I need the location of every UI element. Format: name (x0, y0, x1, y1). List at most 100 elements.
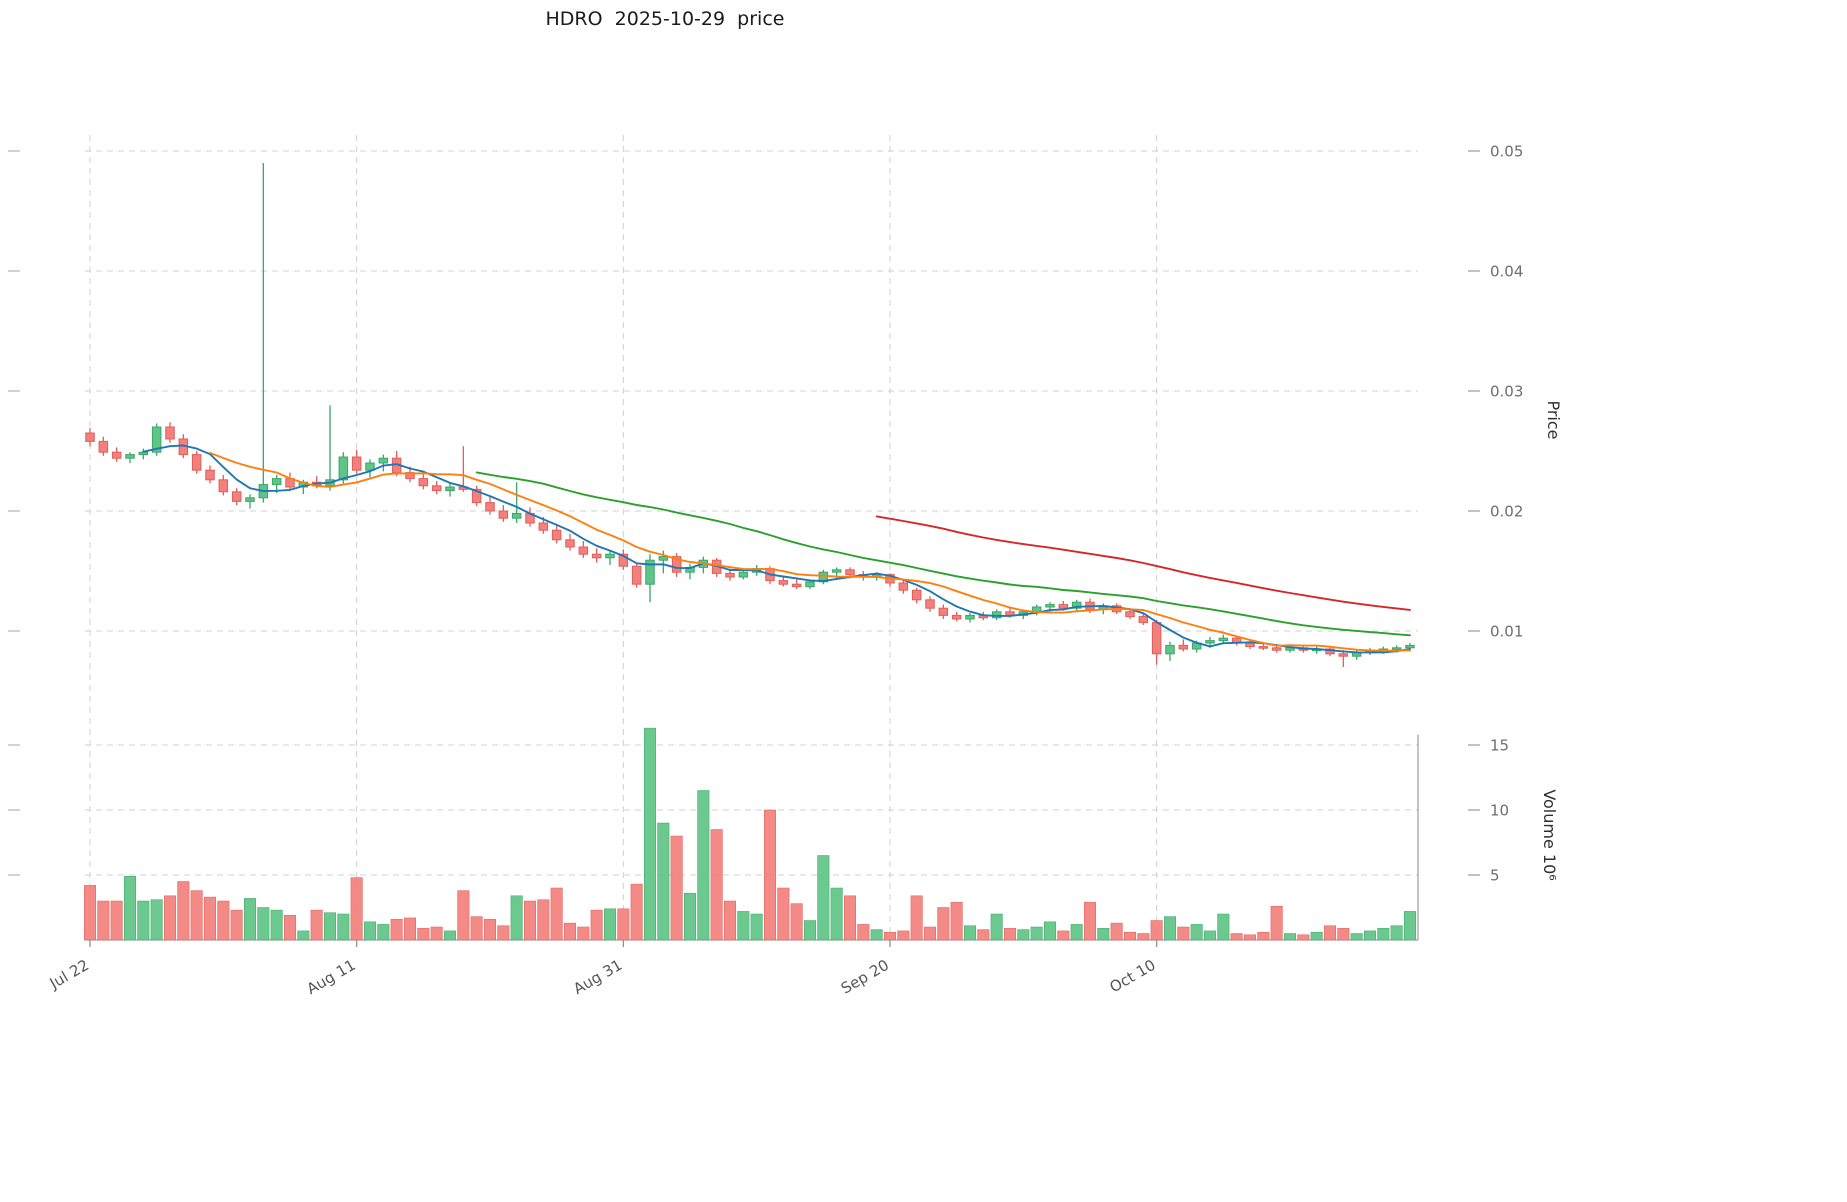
volume-bar (910, 895, 923, 941)
candle (498, 505, 509, 522)
candle (1138, 614, 1149, 625)
candle (671, 553, 682, 577)
volume-bar (310, 909, 323, 941)
volume-bar (1163, 916, 1176, 941)
candle (471, 485, 482, 507)
x-tick-label: Aug 31 (570, 956, 625, 998)
volume-bar (830, 887, 843, 941)
ma-longest-line (875, 515, 1411, 611)
volume-bar (163, 895, 176, 941)
candle (165, 422, 175, 443)
volume-bar (1243, 934, 1256, 941)
volume-bar (430, 926, 443, 941)
candle (645, 554, 655, 603)
volume-bar (590, 909, 603, 941)
candle (778, 575, 789, 587)
price-tick-label: 0.02 (1490, 502, 1523, 520)
volume-bar (377, 924, 390, 941)
volume-bar (1337, 928, 1350, 941)
volume-bar (457, 890, 470, 941)
volume-bar (1297, 934, 1310, 941)
ma-mid-line (209, 451, 1411, 652)
candle (1071, 599, 1082, 612)
candle (951, 611, 962, 622)
volume-bar (937, 907, 950, 941)
volume-bar (297, 930, 310, 941)
candle (245, 494, 255, 509)
volume-bar (803, 920, 816, 941)
volume-bar (1217, 913, 1230, 941)
candle (125, 452, 135, 463)
x-tick-label: Aug 11 (304, 956, 359, 998)
price-tick-label: 0.05 (1490, 142, 1523, 160)
candle (911, 587, 922, 604)
volume-bar (1377, 928, 1390, 941)
volume-bar (1177, 926, 1190, 941)
volume-bar (363, 921, 376, 941)
candle (578, 541, 589, 558)
candle (511, 482, 522, 523)
volume-bar (950, 902, 963, 941)
candle (565, 533, 575, 551)
volume-bar (1350, 933, 1363, 941)
volume-bar (403, 917, 416, 941)
volume-bar (537, 899, 550, 941)
candle (1258, 643, 1269, 651)
volume-bar (110, 900, 123, 941)
volume-bar (1283, 933, 1296, 941)
candle (791, 579, 802, 589)
volume-bar (470, 916, 483, 941)
volume-bar (270, 909, 283, 941)
candle (325, 405, 335, 491)
volume-bar (990, 913, 1003, 941)
ma-long-line (475, 471, 1411, 637)
candle (591, 548, 602, 563)
volume-bar (710, 829, 723, 941)
volume-bar (1137, 933, 1150, 941)
candle (618, 549, 629, 570)
volume-bar (1030, 926, 1043, 941)
volume-bar (323, 912, 336, 941)
volume-bar (1003, 928, 1016, 941)
candle (738, 569, 749, 580)
candle (605, 550, 615, 565)
volume-bar (390, 918, 403, 941)
moving-average-lines (142, 444, 1411, 654)
volume-bar (577, 926, 590, 941)
candle (258, 163, 269, 503)
candle (898, 580, 909, 594)
candle (1338, 650, 1349, 667)
volume-bar (203, 896, 216, 941)
candle (351, 449, 362, 474)
volume-bar (123, 876, 136, 941)
volume-bar (1323, 925, 1336, 941)
volume-bar (977, 929, 990, 941)
volume-bar (417, 928, 430, 941)
volume-bar (497, 925, 510, 941)
volume-bar (750, 913, 763, 941)
volume-bar (1083, 902, 1096, 941)
volume-bar (857, 924, 870, 941)
volume-bar (1123, 931, 1136, 941)
candle (231, 488, 242, 505)
volume-bar (883, 931, 896, 941)
volume-bar (737, 911, 750, 941)
candle (445, 483, 455, 497)
candle (925, 596, 935, 612)
volume-bar (523, 900, 536, 941)
volume-tick-label: 10 (1490, 801, 1509, 819)
volume-bar (777, 887, 790, 941)
volume-bar (1017, 929, 1030, 941)
volume-bar (1070, 924, 1083, 941)
volume-bar (177, 881, 190, 941)
volume-bar (550, 887, 563, 941)
candle (205, 465, 215, 484)
volume-bar (190, 890, 203, 941)
chart-title: HDRO 2025-10-29 price (545, 8, 785, 30)
volume-bars (84, 727, 1416, 941)
candle (631, 562, 642, 588)
volume-bar (563, 922, 576, 941)
price-tick-label: 0.03 (1490, 382, 1523, 400)
